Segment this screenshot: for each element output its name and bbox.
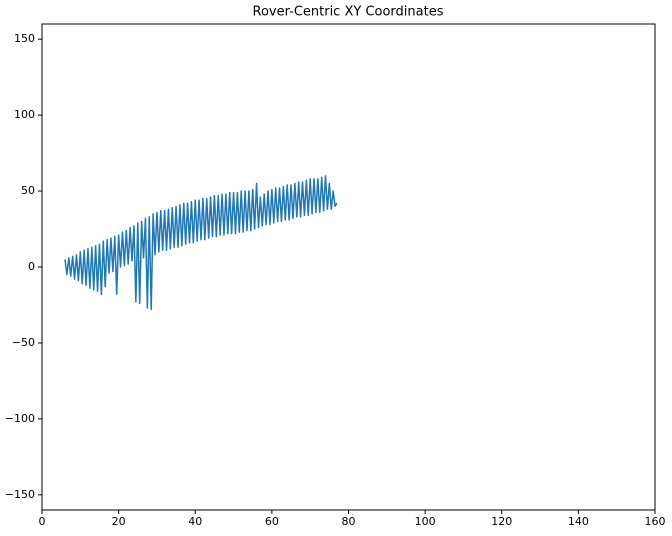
x-tick-label: 60 bbox=[265, 515, 279, 528]
x-tick-label: 120 bbox=[491, 515, 512, 528]
y-tick-label: 100 bbox=[14, 108, 35, 121]
x-tick-label: 20 bbox=[112, 515, 126, 528]
chart-title: Rover-Centric XY Coordinates bbox=[253, 5, 444, 20]
y-tick-label: −100 bbox=[5, 412, 35, 425]
x-tick-label: 160 bbox=[645, 515, 666, 528]
line-series bbox=[64, 175, 338, 311]
y-tick-label: 50 bbox=[21, 184, 35, 197]
y-tick-label: −150 bbox=[5, 488, 35, 501]
y-tick-label: 150 bbox=[14, 32, 35, 45]
x-tick-label: 140 bbox=[568, 515, 589, 528]
y-tick-label: −50 bbox=[12, 336, 35, 349]
x-tick-label: 100 bbox=[415, 515, 436, 528]
y-tick-label: 0 bbox=[28, 260, 35, 273]
x-tick-label: 80 bbox=[342, 515, 356, 528]
x-tick-label: 0 bbox=[39, 515, 46, 528]
x-tick-label: 40 bbox=[188, 515, 202, 528]
plot-frame bbox=[41, 23, 656, 511]
